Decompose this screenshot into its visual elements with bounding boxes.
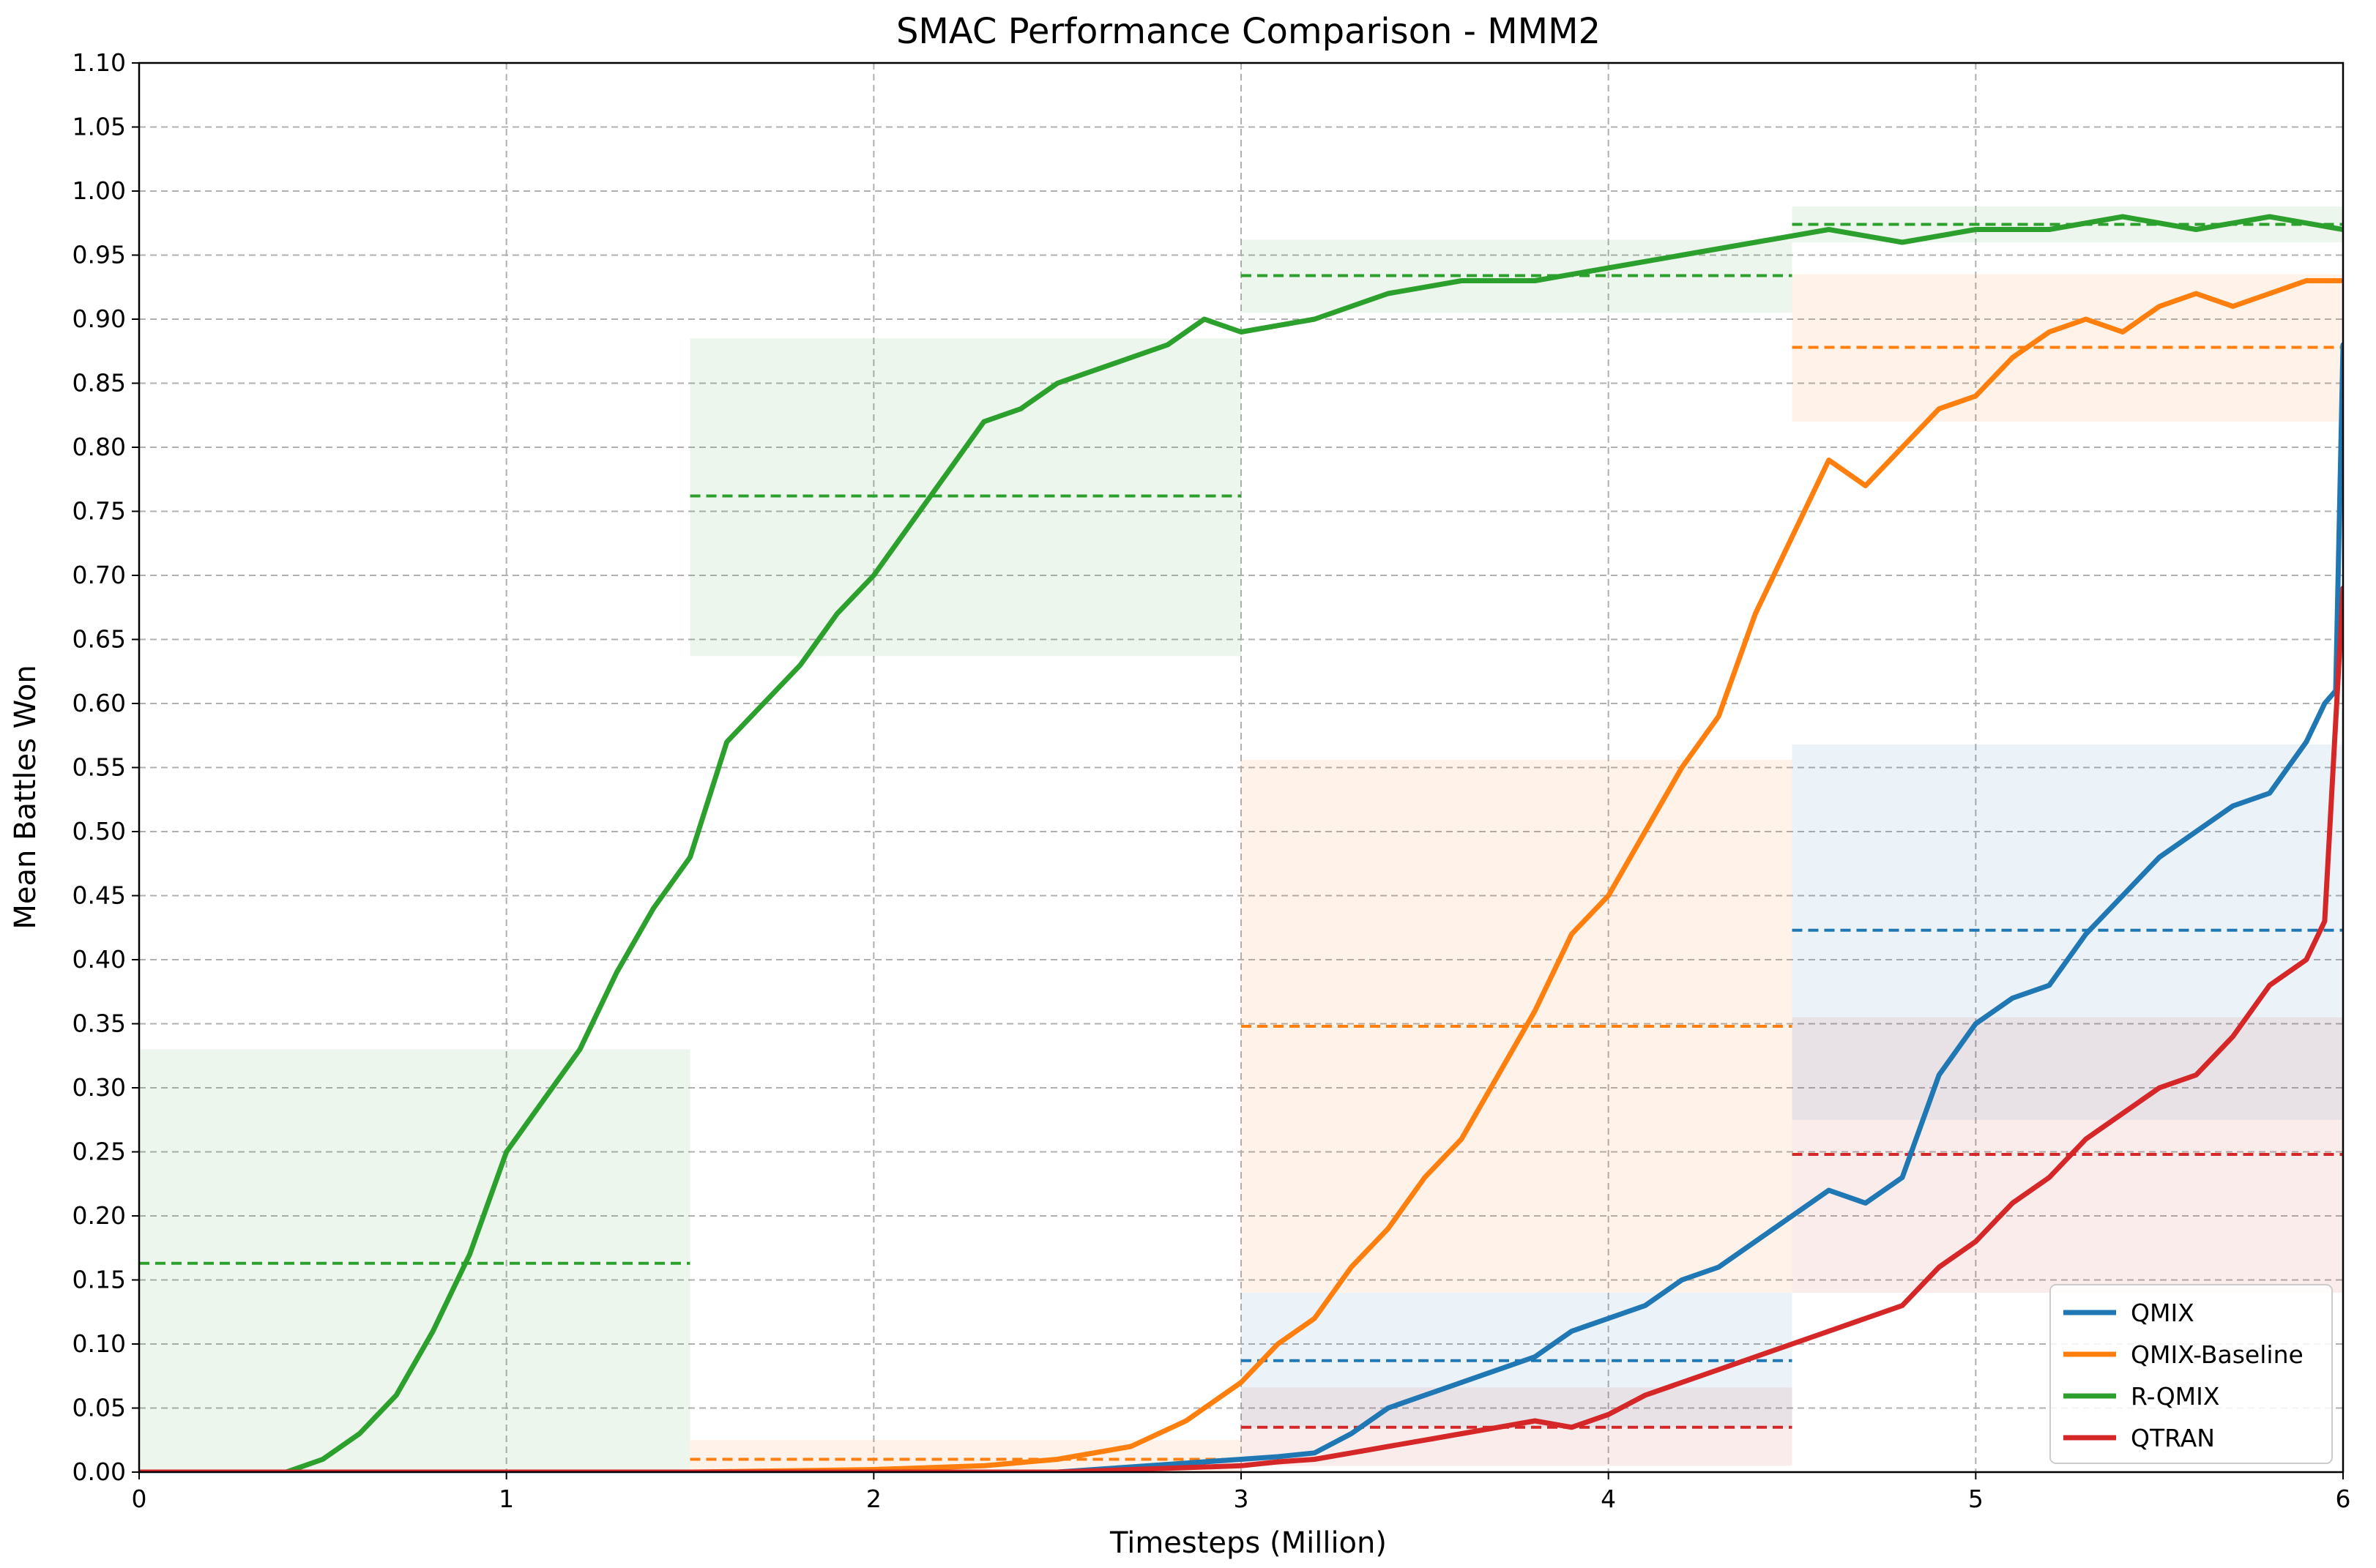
range-band — [139, 1049, 690, 1472]
y-tick-label: 0.65 — [72, 625, 126, 654]
x-tick-label: 5 — [1968, 1485, 1984, 1513]
y-tick-label: 1.00 — [72, 176, 126, 205]
x-tick-label: 1 — [499, 1485, 514, 1513]
x-tick-label: 6 — [2336, 1485, 2351, 1513]
y-tick-label: 0.75 — [72, 497, 126, 526]
y-tick-label: 0.00 — [72, 1457, 126, 1486]
y-tick-label: 1.05 — [72, 113, 126, 141]
y-tick-label: 0.05 — [72, 1394, 126, 1422]
series-line — [139, 214, 2343, 1472]
legend-label: R-QMIX — [2131, 1382, 2220, 1411]
x-axis-label: Timesteps (Million) — [1109, 1526, 1387, 1560]
y-tick-label: 0.90 — [72, 305, 126, 333]
y-tick-label: 0.35 — [72, 1009, 126, 1038]
y-tick-label: 0.15 — [72, 1266, 126, 1294]
plot-area: 0.00 0.05 0.10 0.15 0.20 0.25 0.30 0.35 0.40 0.45… — [72, 48, 2351, 1513]
series-line — [139, 342, 2343, 1472]
legend-label: QMIX — [2131, 1299, 2194, 1327]
y-tick-label: 0.55 — [72, 753, 126, 782]
y-tick-label: 0.20 — [72, 1201, 126, 1230]
y-tick-label: 0.95 — [72, 241, 126, 269]
y-tick-label: 1.10 — [72, 48, 126, 77]
y-tick-label: 0.85 — [72, 369, 126, 397]
legend-box — [2049, 1284, 2333, 1464]
x-tick-label: 0 — [132, 1485, 147, 1513]
y-tick-label: 0.25 — [72, 1138, 126, 1166]
y-tick-label: 0.40 — [72, 945, 126, 974]
y-tick-label: 0.50 — [72, 817, 126, 845]
y-axis-label: Mean Battles Won — [9, 665, 42, 929]
x-tick-label: 3 — [1234, 1485, 1249, 1513]
y-tick-label: 0.70 — [72, 561, 126, 589]
legend-label: QTRAN — [2131, 1424, 2215, 1452]
legend-label: QMIX-Baseline — [2131, 1340, 2304, 1369]
range-band — [1792, 744, 2343, 1120]
y-tick-label: 0.80 — [72, 433, 126, 461]
series-line — [139, 586, 2343, 1472]
chart-title: SMAC Performance Comparison - MMM2 — [896, 11, 1601, 52]
y-tick-label: 0.60 — [72, 689, 126, 717]
x-tick-label: 2 — [866, 1485, 882, 1513]
series-line — [139, 278, 2343, 1472]
y-tick-label: 0.45 — [72, 881, 126, 910]
x-tick-label: 4 — [1601, 1485, 1616, 1513]
y-tick-label: 0.30 — [72, 1073, 126, 1102]
y-tick-label: 0.10 — [72, 1329, 126, 1358]
